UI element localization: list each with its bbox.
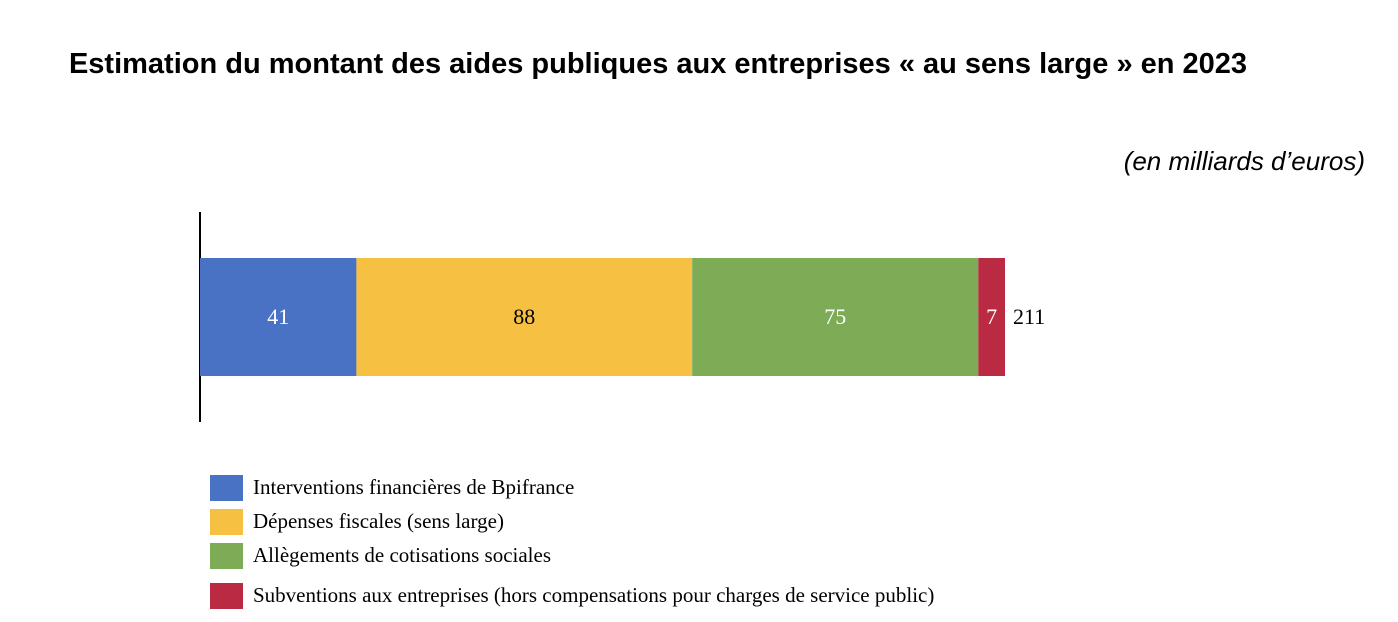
total-label: 211 xyxy=(1013,304,1045,329)
legend-swatch xyxy=(210,583,243,609)
bar-segment xyxy=(692,258,979,376)
legend-swatch xyxy=(210,475,243,501)
chart-subtitle: (en milliards d’euros) xyxy=(1123,146,1365,176)
data-label: 7 xyxy=(986,304,997,329)
bar-segment xyxy=(356,258,693,376)
data-label: 88 xyxy=(513,304,535,329)
legend-label: Allègements de cotisations sociales xyxy=(253,543,551,567)
legend-swatch xyxy=(210,543,243,569)
bar-segment xyxy=(978,258,1005,376)
legend-label: Interventions financières de Bpifrance xyxy=(253,475,574,499)
legend-label: Subventions aux entreprises (hors compen… xyxy=(253,583,934,607)
legend-label: Dépenses fiscales (sens large) xyxy=(253,509,504,533)
data-label: 41 xyxy=(267,304,289,329)
bar-segment xyxy=(200,258,357,376)
data-label: 75 xyxy=(824,304,846,329)
legend-swatch xyxy=(210,509,243,535)
chart-title: Estimation du montant des aides publique… xyxy=(68,48,1248,80)
